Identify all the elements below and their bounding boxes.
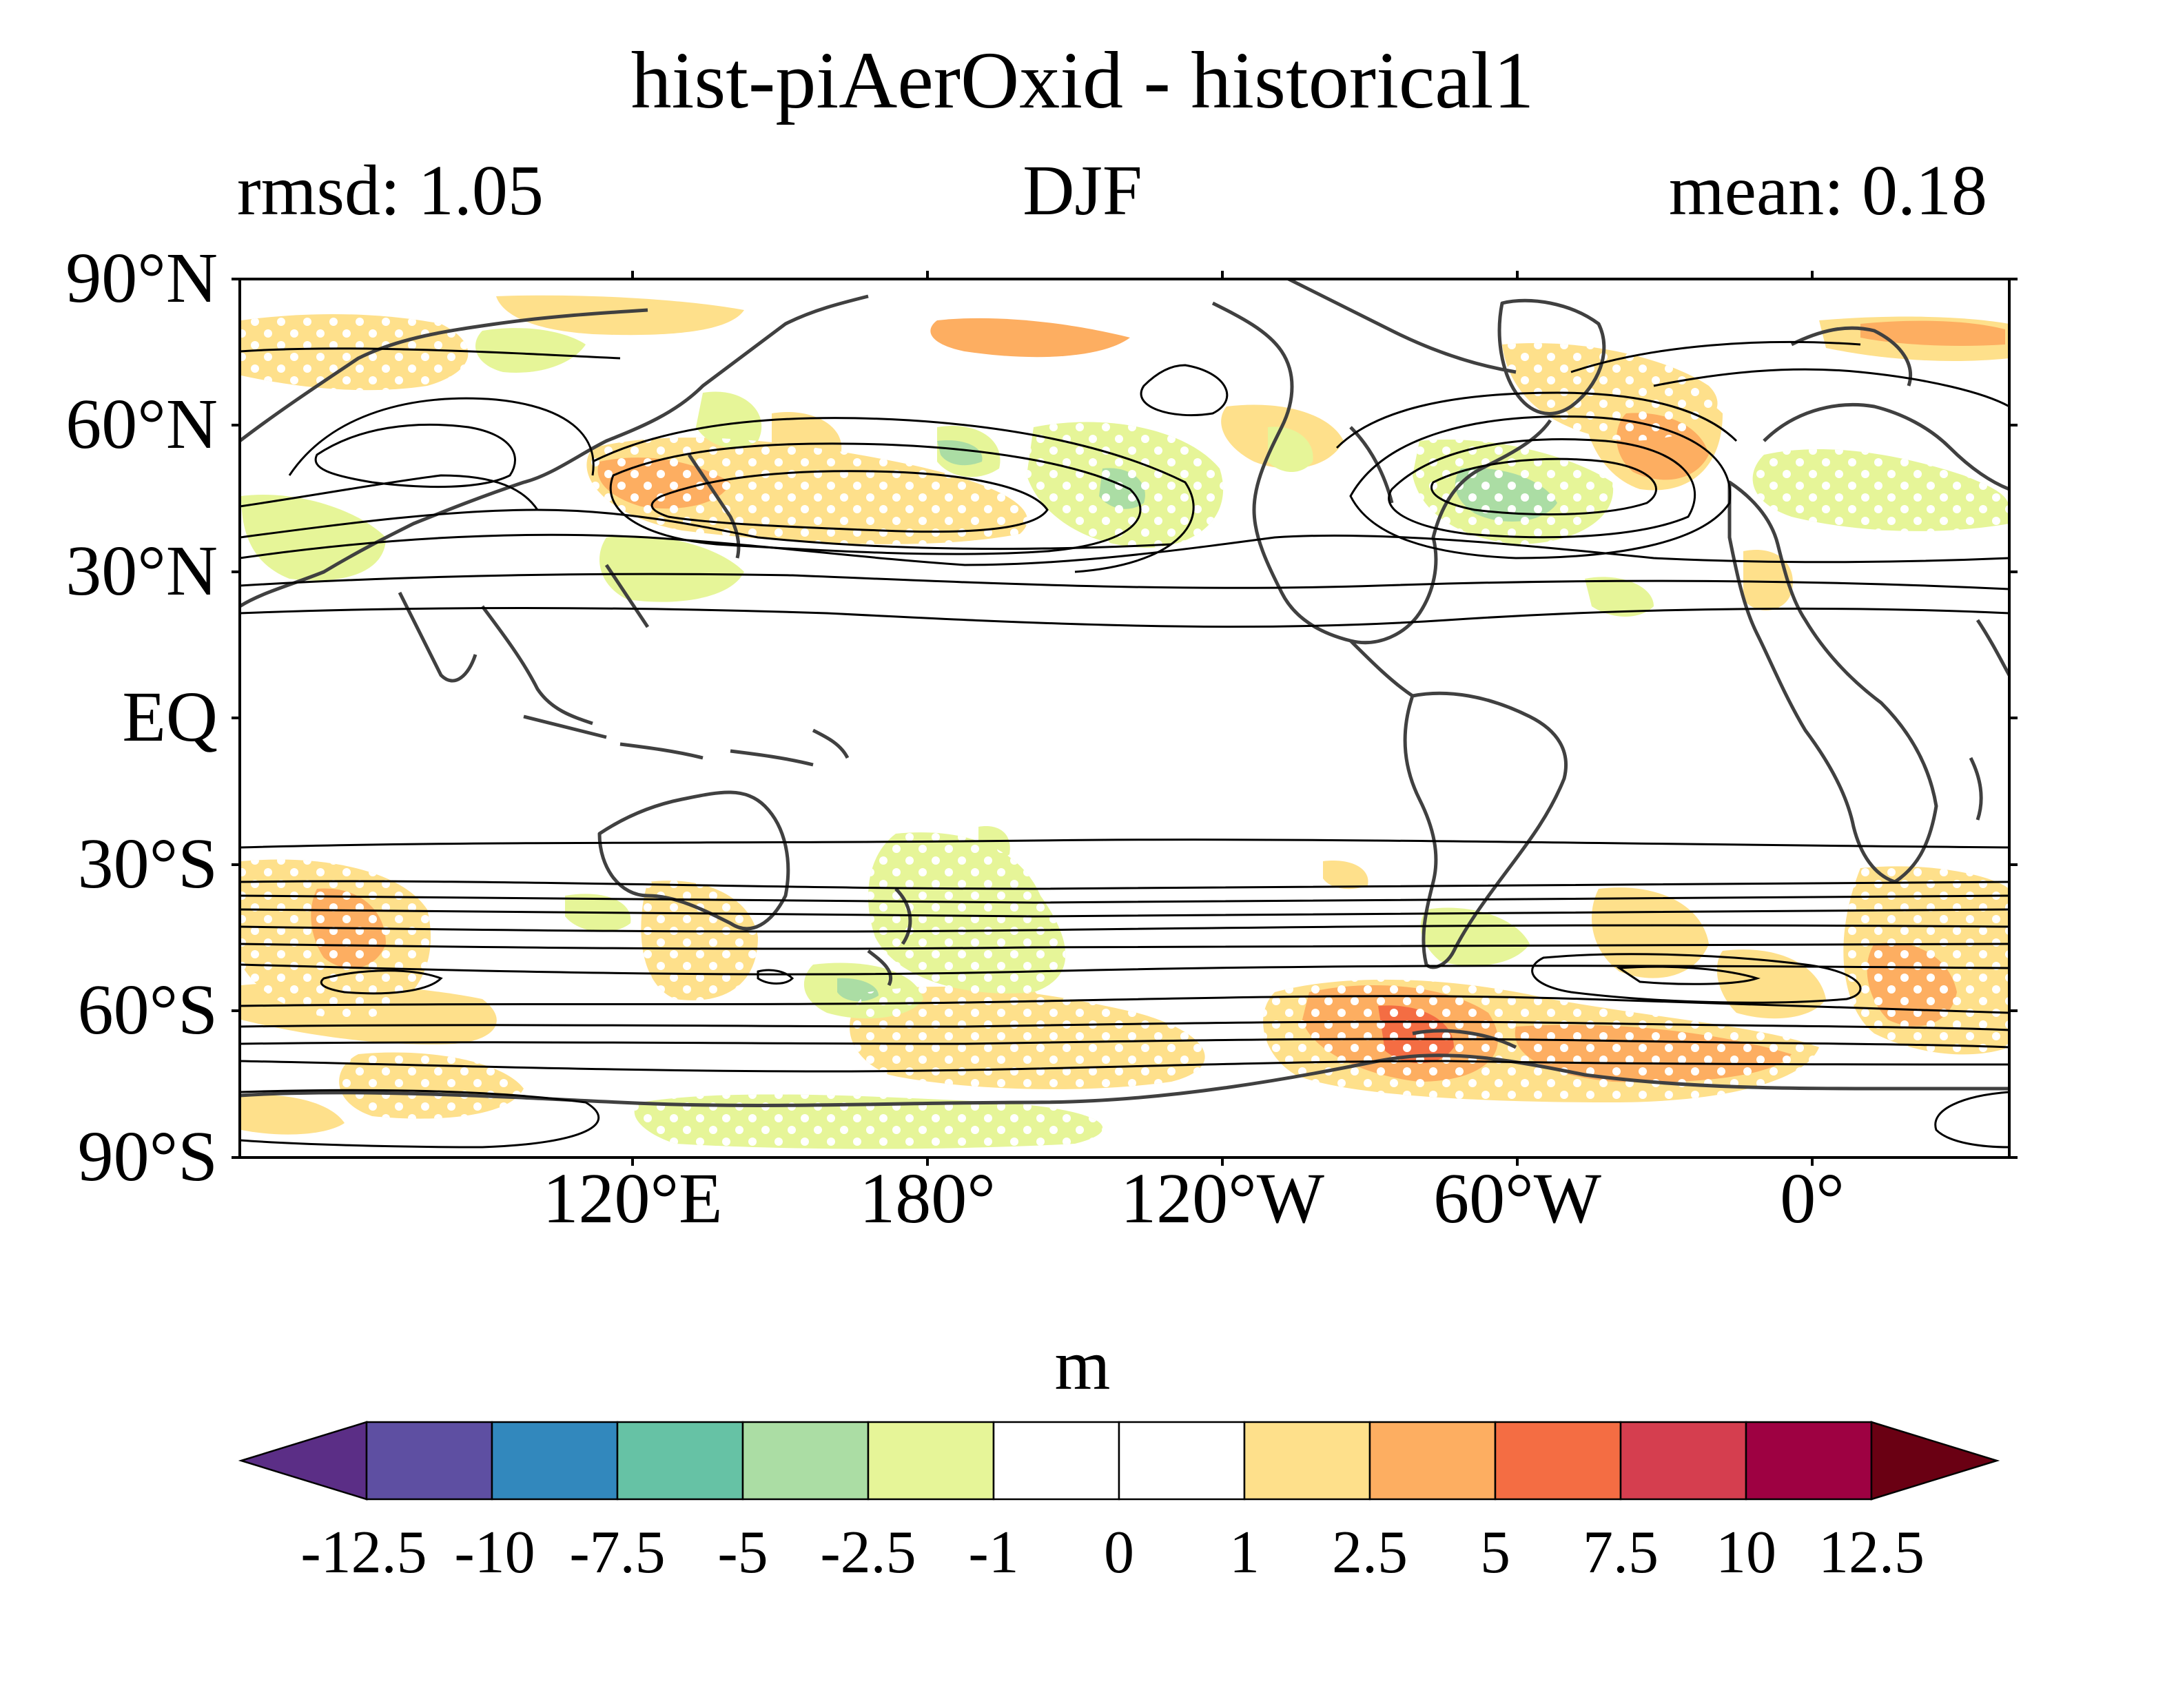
colorbar-tick-label: 7.5	[1583, 1519, 1659, 1586]
lon-label: 120°E	[542, 1159, 723, 1238]
colorbar-tick-label: 2.5	[1332, 1519, 1408, 1586]
colorbar-tick-label: 10	[1716, 1519, 1776, 1586]
lat-label: 60°N	[65, 384, 218, 464]
colorbar-tick-label: 0	[1104, 1519, 1134, 1586]
colorbar-bin	[867, 1421, 995, 1501]
colorbar	[238, 1421, 2000, 1501]
rmsd-label: rmsd: 1.05	[237, 151, 544, 230]
lat-label: 30°S	[77, 824, 218, 903]
colorbar-bin	[1619, 1421, 1747, 1501]
colorbar-bin	[1243, 1421, 1371, 1501]
mean-label: mean: 0.18	[1668, 151, 1987, 230]
colorbar-units: m	[1054, 1326, 1111, 1405]
colorbar-tick-label: -1	[968, 1519, 1019, 1586]
colorbar-tick-label: 12.5	[1818, 1519, 1925, 1586]
lon-label: 60°W	[1433, 1159, 1601, 1238]
colorbar-bin	[491, 1421, 619, 1501]
colorbar-bin	[992, 1421, 1120, 1501]
map-title: hist-piAerOxid - historical1	[630, 35, 1535, 125]
lat-label: EQ	[122, 677, 218, 757]
colorbar-bin	[741, 1421, 870, 1501]
colorbar-bin	[616, 1421, 744, 1501]
map-plot-area	[240, 279, 2009, 1149]
season-label: DJF	[1023, 151, 1142, 230]
lon-label: 180°	[859, 1159, 996, 1238]
colorbar-bin	[1118, 1421, 1246, 1501]
lat-label: 90°N	[65, 238, 218, 318]
colorbar-bin	[1494, 1421, 1622, 1501]
colorbar-tick-label: -12.5	[300, 1519, 427, 1586]
lon-label: 120°W	[1120, 1159, 1324, 1238]
significance-stippling	[241, 313, 2009, 1149]
colorbar-tick-label: -5	[717, 1519, 768, 1586]
lat-label: 90°S	[77, 1117, 218, 1196]
lat-label: 30°N	[65, 531, 218, 610]
colorbar-bin	[365, 1421, 493, 1501]
lon-label: 0°	[1780, 1159, 1845, 1238]
lat-ticks	[232, 278, 2018, 1159]
coastlines	[240, 279, 2009, 1107]
colorbar-tick-label: 1	[1229, 1519, 1260, 1586]
colorbar-tick-label: -7.5	[569, 1519, 666, 1586]
colorbar-extend-low	[238, 1421, 368, 1501]
lat-label: 60°S	[77, 970, 218, 1049]
colorbar-tick-label: -10	[454, 1519, 535, 1586]
colorbar-tick-label: -2.5	[820, 1519, 916, 1586]
lon-ticks	[631, 271, 1814, 1166]
colorbar-bin	[1368, 1421, 1497, 1501]
colorbar-tick-label: 5	[1480, 1519, 1510, 1586]
colorbar-bin	[1745, 1421, 1873, 1501]
colorbar-extend-high	[1870, 1421, 2000, 1501]
